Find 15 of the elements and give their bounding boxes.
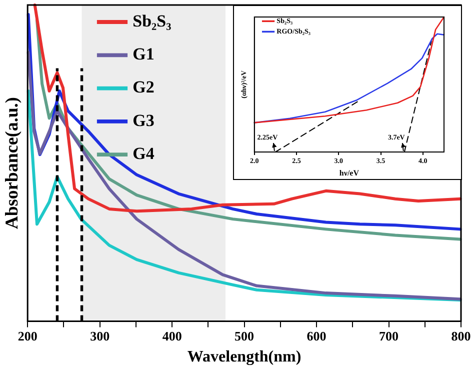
y-axis-title: Absorbance(a.u.) — [1, 97, 22, 230]
x-tick-label: 800 — [451, 328, 471, 344]
x-tick-label: 400 — [162, 328, 182, 344]
x-tick-label: 600 — [306, 328, 326, 344]
x-tick-label: 200 — [18, 328, 38, 344]
x-axis-title: Wavelength(nm) — [187, 348, 302, 366]
legend-label: G4 — [132, 144, 155, 163]
x-tick-label: 700 — [379, 328, 399, 344]
legend-label: G1 — [132, 44, 154, 64]
legend-label: G2 — [132, 78, 154, 97]
x-axis-title: hν/eV — [339, 168, 360, 178]
x-tick-label: 500 — [234, 328, 254, 344]
legend-label: Sb₂S₃ — [132, 11, 172, 30]
legend-label: G3 — [132, 110, 154, 130]
x-tick-label: 300 — [90, 328, 110, 344]
